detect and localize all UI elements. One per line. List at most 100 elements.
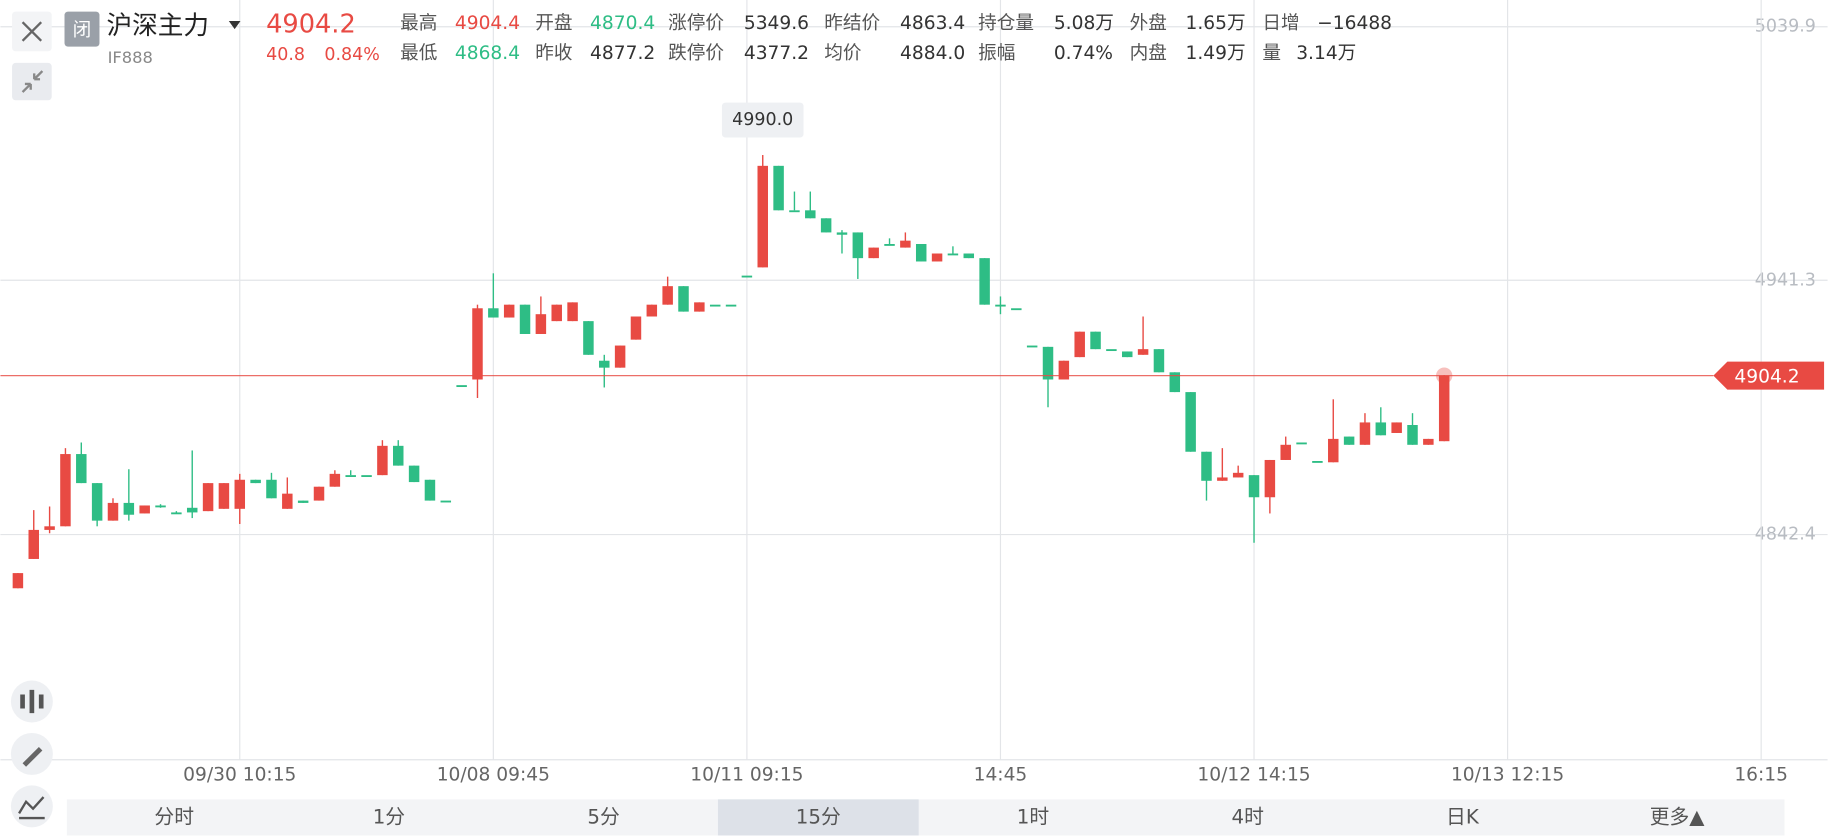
candle-body bbox=[139, 505, 150, 514]
candle-body bbox=[234, 479, 246, 509]
stat-label: 最低 bbox=[400, 43, 438, 64]
candle-tool[interactable] bbox=[10, 680, 53, 723]
stat-value: 1.49万 bbox=[1186, 43, 1246, 64]
candle-body bbox=[662, 286, 673, 305]
candle-body bbox=[1185, 392, 1196, 452]
candle-body bbox=[202, 483, 214, 512]
candle-body bbox=[757, 165, 768, 268]
stat-label: 内盘 bbox=[1130, 43, 1167, 64]
stat-value: 3.14万 bbox=[1296, 43, 1356, 64]
candle-body bbox=[408, 465, 420, 483]
candle-body bbox=[503, 304, 515, 318]
stat-value: 4904.4 bbox=[455, 13, 520, 34]
candle-body bbox=[282, 493, 293, 509]
candle-body bbox=[12, 573, 24, 589]
candle-body bbox=[1232, 472, 1244, 478]
period-tab[interactable]: 更多▲ bbox=[1650, 806, 1706, 829]
stat-label: 量 bbox=[1262, 43, 1281, 64]
candle-body bbox=[614, 345, 626, 368]
x-tick-label: 10/11 09:15 bbox=[690, 764, 803, 785]
candle-body bbox=[1280, 444, 1291, 460]
candle-body bbox=[963, 253, 975, 259]
candle-body bbox=[805, 210, 816, 219]
candle-body bbox=[393, 445, 404, 466]
candle-body bbox=[171, 512, 182, 515]
stat-value: 4863.4 bbox=[900, 13, 965, 34]
candle-body bbox=[1201, 451, 1212, 481]
stat-label: 最高 bbox=[400, 13, 437, 34]
candle-body bbox=[1011, 308, 1022, 311]
stat-label: 日增 bbox=[1262, 13, 1299, 34]
period-tab[interactable]: 15分 bbox=[796, 806, 841, 829]
stat-value: 4870.4 bbox=[590, 13, 655, 34]
indicator-tool[interactable] bbox=[10, 785, 53, 828]
stat-label: 涨停价 bbox=[668, 13, 724, 34]
stat-label: 跌停价 bbox=[668, 43, 724, 64]
candle-body bbox=[456, 385, 467, 388]
candle-body bbox=[1343, 436, 1355, 445]
price-change-pct: 0.84% bbox=[324, 45, 380, 65]
candle-body bbox=[1438, 375, 1450, 442]
close-button[interactable] bbox=[12, 11, 52, 52]
candle-body bbox=[1153, 349, 1165, 373]
candle-body bbox=[646, 304, 658, 317]
period-tab[interactable]: 1时 bbox=[1017, 806, 1050, 829]
candle-body bbox=[1328, 438, 1339, 463]
stat-label: 昨收 bbox=[535, 43, 572, 64]
last-price-tag-text: 4904.2 bbox=[1734, 366, 1799, 387]
draw-tool[interactable] bbox=[10, 732, 53, 775]
dropdown-arrow[interactable] bbox=[228, 20, 241, 30]
candle-body bbox=[678, 286, 689, 312]
x-tick-label: 09/30 10:15 bbox=[183, 764, 296, 785]
candle-body bbox=[535, 314, 547, 334]
candle-body bbox=[773, 165, 784, 211]
candle-body bbox=[1391, 422, 1402, 433]
candle-body bbox=[995, 304, 1006, 307]
candle-body bbox=[709, 304, 721, 307]
last-price-glow bbox=[1436, 367, 1453, 384]
period-tab[interactable]: 4时 bbox=[1232, 806, 1265, 829]
candle-body bbox=[1042, 346, 1054, 380]
stat-label: 外盘 bbox=[1130, 13, 1167, 34]
x-tick-label: 10/13 12:15 bbox=[1451, 764, 1564, 785]
stat-value: 4868.4 bbox=[455, 43, 520, 64]
candle-body bbox=[599, 360, 610, 368]
candle-body bbox=[91, 483, 103, 521]
stat-label: 持仓量 bbox=[978, 13, 1034, 34]
candle-body bbox=[1137, 349, 1149, 355]
y-tick-label: 4941.3 bbox=[1755, 270, 1816, 290]
candle-body bbox=[1217, 477, 1228, 481]
candle-body bbox=[947, 253, 959, 256]
period-tab[interactable]: 日K bbox=[1446, 806, 1480, 829]
max-annotation: 4990.0 bbox=[732, 110, 793, 130]
candle-body bbox=[440, 500, 452, 503]
candle-body bbox=[900, 240, 911, 248]
plot: 4904.2 4990.0 bbox=[0, 102, 1825, 589]
candle-body bbox=[345, 475, 356, 478]
candle-body bbox=[630, 316, 642, 340]
collapse-button[interactable] bbox=[12, 62, 52, 101]
candle-body bbox=[1407, 425, 1418, 445]
candle-body bbox=[218, 483, 230, 509]
candle-body bbox=[915, 243, 927, 262]
candle-body bbox=[567, 302, 578, 322]
candle-body bbox=[1423, 438, 1434, 445]
quote-stats: 最高 4904.4 开盘 4870.4 涨停价 5349.6 昨结价 4863.4 持仓量 5.0… bbox=[400, 13, 1392, 64]
candle-body bbox=[107, 502, 119, 521]
period-tab-active[interactable] bbox=[717, 799, 919, 836]
period-tab[interactable]: 分时 bbox=[154, 806, 194, 829]
instrument-name[interactable]: 沪深主力 bbox=[106, 11, 209, 41]
stat-value: −16488 bbox=[1317, 13, 1392, 34]
candle-body bbox=[1090, 331, 1101, 350]
period-tab[interactable]: 1分 bbox=[373, 806, 406, 829]
candle-body bbox=[519, 304, 531, 334]
candle-body bbox=[931, 253, 943, 262]
candle-body bbox=[329, 473, 341, 487]
candle-body bbox=[377, 445, 388, 476]
candle-body bbox=[266, 479, 277, 499]
candle-body bbox=[1169, 372, 1181, 393]
x-tick-label: 10/12 14:15 bbox=[1197, 764, 1310, 785]
candle-body bbox=[1106, 349, 1117, 352]
candle-body bbox=[979, 258, 990, 305]
period-tab[interactable]: 5分 bbox=[587, 806, 620, 829]
